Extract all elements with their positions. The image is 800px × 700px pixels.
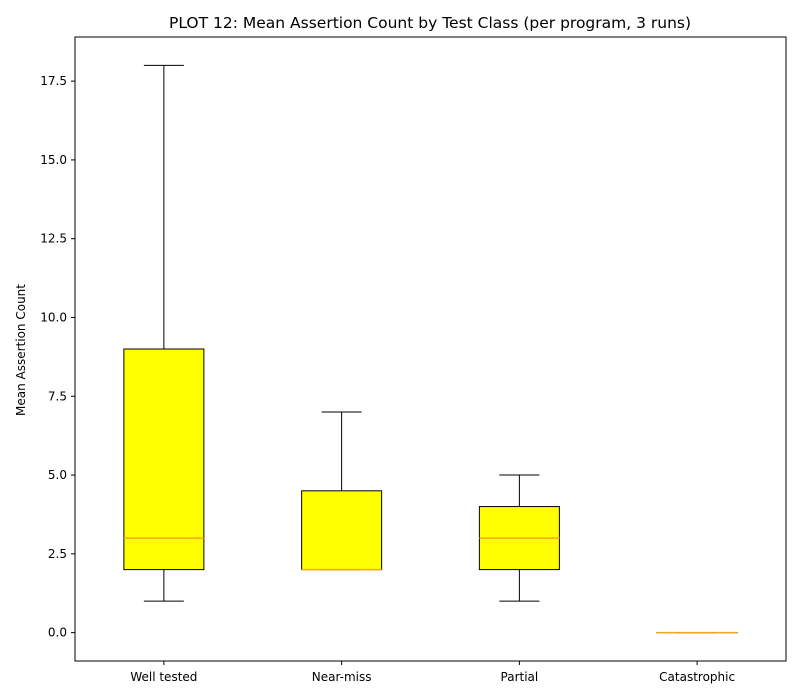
plot-area [123, 64, 738, 634]
y-tick-label: 10.0 [40, 310, 67, 324]
y-tick-label: 5.0 [48, 468, 67, 482]
y-tick-label: 0.0 [48, 626, 67, 640]
box-partial [478, 474, 560, 602]
x-tick-label: Well tested [130, 670, 197, 684]
y-tick-label: 17.5 [40, 74, 67, 88]
x-axis: Well tested Near-miss Partial Catastrophic [130, 661, 735, 684]
x-tick-label: Partial [501, 670, 539, 684]
chart-title: PLOT 12: Mean Assertion Count by Test Cl… [169, 14, 691, 32]
y-tick-label: 2.5 [48, 547, 67, 561]
box-body [123, 348, 205, 571]
x-tick-label: Near-miss [312, 670, 372, 684]
box-body [301, 490, 383, 571]
box-near-miss [301, 411, 383, 571]
y-axis: 0.0 2.5 5.0 7.5 10.0 12.5 15.0 17.5 [40, 74, 75, 640]
box-well-tested [123, 64, 205, 602]
x-tick-label: Catastrophic [659, 670, 735, 684]
y-tick-label: 7.5 [48, 389, 67, 403]
axes-frame [74, 36, 787, 662]
y-tick-label: 12.5 [40, 232, 67, 246]
y-axis-label: Mean Assertion Count [14, 284, 28, 416]
y-tick-label: 15.0 [40, 153, 67, 167]
